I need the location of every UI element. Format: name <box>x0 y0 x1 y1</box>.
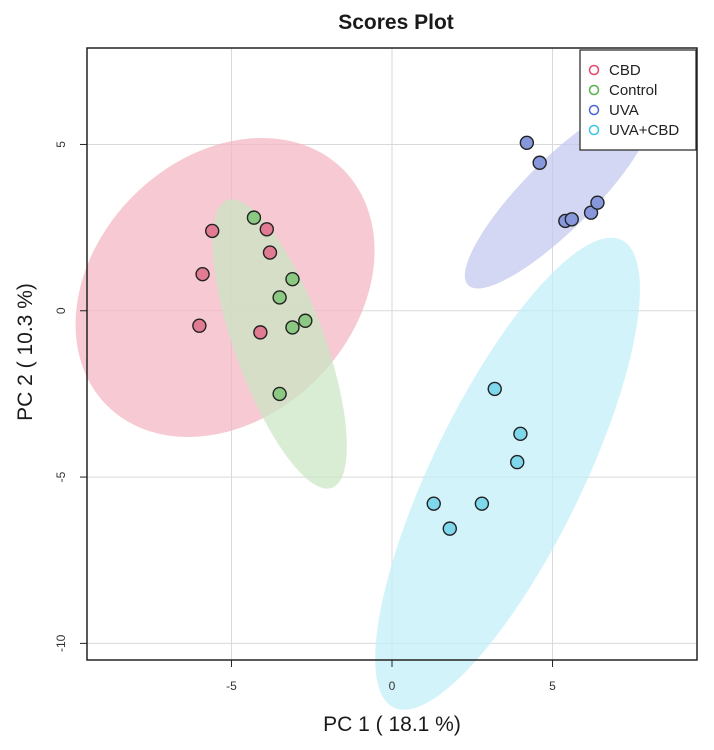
point-uva <box>583 205 599 220</box>
point-control <box>272 290 287 305</box>
legend-label-cbd: CBD <box>609 62 641 79</box>
y-axis-label: PC 2 ( 10.3 %) <box>14 283 37 421</box>
point-cbd <box>195 266 210 282</box>
point-control <box>246 210 262 225</box>
point-uva-cbd <box>510 454 525 470</box>
point-cbd <box>259 222 274 237</box>
point-uva-cbd <box>474 496 490 511</box>
x-axis-label: PC 1 ( 18.1 %) <box>323 713 461 736</box>
legend-label-uva-cbd: UVA+CBD <box>609 122 679 139</box>
point-cbd <box>253 325 268 340</box>
point-control <box>272 386 287 402</box>
legend-label-uva: UVA <box>609 102 639 119</box>
chart-title: Scores Plot <box>338 11 454 34</box>
point-cbd <box>192 318 207 333</box>
legend: CBD Control UVA UVA+CBD <box>579 49 697 151</box>
legend-marker-control <box>588 84 600 96</box>
legend-marker-uva-cbd <box>588 124 600 136</box>
point-cbd <box>262 245 278 260</box>
point-uva-cbd <box>426 496 441 511</box>
score-points <box>192 135 605 536</box>
x-tick-label: -5 <box>226 679 237 693</box>
point-control <box>285 320 300 335</box>
legend-marker-uva <box>588 104 600 116</box>
point-uva <box>590 195 605 210</box>
confidence-ellipses <box>75 100 654 710</box>
y-tick-label: -5 <box>54 471 68 482</box>
point-cbd <box>205 223 220 239</box>
point-uva <box>564 212 579 227</box>
y-tick-label: -10 <box>54 634 68 652</box>
axis-ticks: -5 0 5 -10 -5 0 5 <box>54 141 556 693</box>
point-uva-cbd <box>442 521 457 536</box>
legend-label-control: Control <box>609 82 657 99</box>
legend-box <box>579 49 697 151</box>
point-uva <box>532 155 547 170</box>
y-tick-label: 0 <box>54 307 68 314</box>
ellipse-control <box>212 199 347 489</box>
x-tick-label: 5 <box>549 679 556 693</box>
point-uva-cbd <box>487 381 502 397</box>
point-uva-cbd <box>513 426 528 442</box>
y-tick-label: 5 <box>54 141 68 148</box>
point-uva <box>519 135 535 150</box>
ellipse-uva-cbd <box>375 237 640 710</box>
point-control <box>298 313 313 328</box>
point-control <box>285 271 300 287</box>
legend-marker-cbd <box>588 64 600 76</box>
x-tick-label: 0 <box>389 679 396 693</box>
